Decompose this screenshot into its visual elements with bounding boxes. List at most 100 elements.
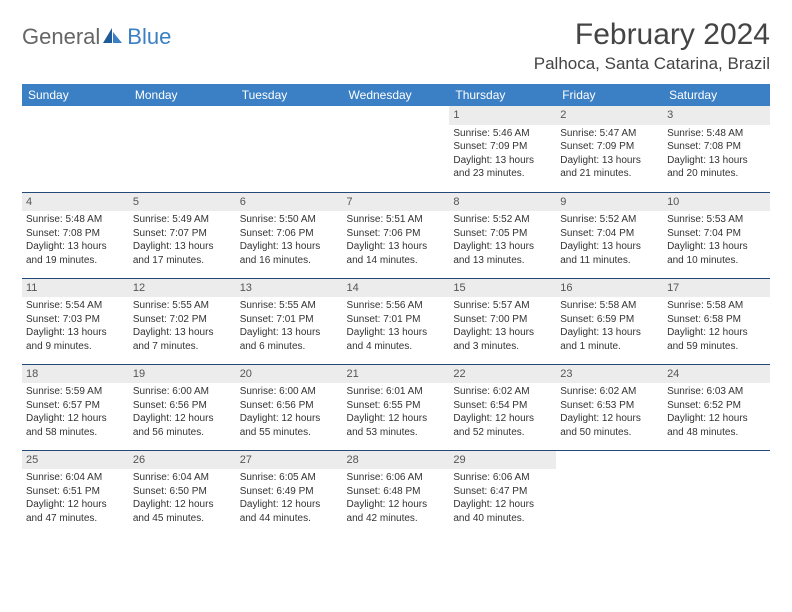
sunrise-line: Sunrise: 5:57 AM — [453, 299, 552, 313]
calendar-cell: 28Sunrise: 6:06 AMSunset: 6:48 PMDayligh… — [343, 450, 450, 536]
day-number: 29 — [449, 451, 556, 470]
daylight-line: Daylight: 13 hours and 16 minutes. — [240, 240, 339, 267]
sunrise-line: Sunrise: 6:01 AM — [347, 385, 446, 399]
sunset-line: Sunset: 6:57 PM — [26, 399, 125, 413]
day-number: 16 — [556, 279, 663, 298]
sunset-line: Sunset: 6:50 PM — [133, 485, 232, 499]
sunset-line: Sunset: 7:09 PM — [453, 140, 552, 154]
calendar-cell: 26Sunrise: 6:04 AMSunset: 6:50 PMDayligh… — [129, 450, 236, 536]
daylight-line: Daylight: 13 hours and 4 minutes. — [347, 326, 446, 353]
sunrise-line: Sunrise: 6:04 AM — [26, 471, 125, 485]
calendar-cell: 20Sunrise: 6:00 AMSunset: 6:56 PMDayligh… — [236, 364, 343, 450]
calendar-cell: 5Sunrise: 5:49 AMSunset: 7:07 PMDaylight… — [129, 192, 236, 278]
daylight-line: Daylight: 13 hours and 23 minutes. — [453, 154, 552, 181]
day-number: 23 — [556, 365, 663, 384]
sunset-line: Sunset: 6:48 PM — [347, 485, 446, 499]
sunrise-line: Sunrise: 5:51 AM — [347, 213, 446, 227]
sunset-line: Sunset: 7:05 PM — [453, 227, 552, 241]
sunrise-line: Sunrise: 5:55 AM — [133, 299, 232, 313]
sunset-line: Sunset: 6:58 PM — [667, 313, 766, 327]
calendar-row: 25Sunrise: 6:04 AMSunset: 6:51 PMDayligh… — [22, 450, 770, 536]
sunset-line: Sunset: 6:55 PM — [347, 399, 446, 413]
daylight-line: Daylight: 12 hours and 45 minutes. — [133, 498, 232, 525]
sunset-line: Sunset: 6:52 PM — [667, 399, 766, 413]
day-number: 20 — [236, 365, 343, 384]
day-number: 1 — [449, 106, 556, 125]
sunset-line: Sunset: 6:53 PM — [560, 399, 659, 413]
daylight-line: Daylight: 12 hours and 40 minutes. — [453, 498, 552, 525]
sunrise-line: Sunrise: 5:59 AM — [26, 385, 125, 399]
daylight-line: Daylight: 12 hours and 56 minutes. — [133, 412, 232, 439]
weekday-header: Friday — [556, 84, 663, 106]
calendar-cell — [129, 106, 236, 192]
brand-part1: General — [22, 24, 100, 50]
day-number: 3 — [663, 106, 770, 125]
sunrise-line: Sunrise: 5:52 AM — [453, 213, 552, 227]
sunset-line: Sunset: 6:59 PM — [560, 313, 659, 327]
calendar-cell: 8Sunrise: 5:52 AMSunset: 7:05 PMDaylight… — [449, 192, 556, 278]
sunset-line: Sunset: 7:02 PM — [133, 313, 232, 327]
day-number: 19 — [129, 365, 236, 384]
calendar-cell: 29Sunrise: 6:06 AMSunset: 6:47 PMDayligh… — [449, 450, 556, 536]
daylight-line: Daylight: 13 hours and 19 minutes. — [26, 240, 125, 267]
day-number: 8 — [449, 193, 556, 212]
sunrise-line: Sunrise: 6:03 AM — [667, 385, 766, 399]
calendar-cell: 23Sunrise: 6:02 AMSunset: 6:53 PMDayligh… — [556, 364, 663, 450]
sunrise-line: Sunrise: 6:02 AM — [453, 385, 552, 399]
sunrise-line: Sunrise: 6:00 AM — [133, 385, 232, 399]
calendar-cell: 1Sunrise: 5:46 AMSunset: 7:09 PMDaylight… — [449, 106, 556, 192]
calendar-cell: 13Sunrise: 5:55 AMSunset: 7:01 PMDayligh… — [236, 278, 343, 364]
sunrise-line: Sunrise: 6:05 AM — [240, 471, 339, 485]
calendar-cell: 3Sunrise: 5:48 AMSunset: 7:08 PMDaylight… — [663, 106, 770, 192]
daylight-line: Daylight: 12 hours and 52 minutes. — [453, 412, 552, 439]
location: Palhoca, Santa Catarina, Brazil — [534, 54, 770, 74]
day-number: 12 — [129, 279, 236, 298]
sunset-line: Sunset: 7:01 PM — [240, 313, 339, 327]
daylight-line: Daylight: 12 hours and 42 minutes. — [347, 498, 446, 525]
calendar-cell: 2 Sunrise: 5:47 AMSunset: 7:09 PMDaylight… — [556, 106, 663, 192]
day-number: 24 — [663, 365, 770, 384]
daylight-line: Daylight: 13 hours and 6 minutes. — [240, 326, 339, 353]
calendar-cell — [236, 106, 343, 192]
sunrise-line: Sunrise: 5:53 AM — [667, 213, 766, 227]
sunset-line: Sunset: 7:07 PM — [133, 227, 232, 241]
sunrise-line: Sunrise: 5:48 AM — [667, 127, 766, 141]
daylight-line: Daylight: 13 hours and 7 minutes. — [133, 326, 232, 353]
sunset-line: Sunset: 7:08 PM — [667, 140, 766, 154]
sunset-line: Sunset: 6:54 PM — [453, 399, 552, 413]
sunrise-line: Sunrise: 5:58 AM — [667, 299, 766, 313]
day-number: 15 — [449, 279, 556, 298]
calendar-cell: 11Sunrise: 5:54 AMSunset: 7:03 PMDayligh… — [22, 278, 129, 364]
day-number: 9 — [556, 193, 663, 212]
sunset-line: Sunset: 6:56 PM — [240, 399, 339, 413]
calendar-cell: 12Sunrise: 5:55 AMSunset: 7:02 PMDayligh… — [129, 278, 236, 364]
sunset-line: Sunset: 7:00 PM — [453, 313, 552, 327]
day-number: 14 — [343, 279, 450, 298]
daylight-line: Daylight: 13 hours and 14 minutes. — [347, 240, 446, 267]
sunrise-line: Sunrise: 6:00 AM — [240, 385, 339, 399]
sunrise-line: Sunrise: 5:55 AM — [240, 299, 339, 313]
day-number: 27 — [236, 451, 343, 470]
day-number: 18 — [22, 365, 129, 384]
sunset-line: Sunset: 7:09 PM — [560, 140, 659, 154]
calendar-cell: 4Sunrise: 5:48 AMSunset: 7:08 PMDaylight… — [22, 192, 129, 278]
day-number: 21 — [343, 365, 450, 384]
header: General Blue February 2024 Palhoca, Sant… — [22, 18, 770, 74]
day-number: 2 — [556, 106, 663, 125]
calendar-row: 18Sunrise: 5:59 AMSunset: 6:57 PM Dayligh… — [22, 364, 770, 450]
daylight-line: Daylight: 13 hours and 17 minutes. — [133, 240, 232, 267]
daylight-line: Daylight: 13 hours and 9 minutes. — [26, 326, 125, 353]
sunrise-line: Sunrise: 5:47 AM — [560, 127, 659, 141]
daylight-line: Daylight: 13 hours and 10 minutes. — [667, 240, 766, 267]
daylight-line: Daylight: 13 hours and 21 minutes. — [560, 154, 659, 181]
sunset-line: Sunset: 6:47 PM — [453, 485, 552, 499]
sunset-line: Sunset: 6:49 PM — [240, 485, 339, 499]
calendar-row: 11Sunrise: 5:54 AMSunset: 7:03 PMDayligh… — [22, 278, 770, 364]
daylight-line: Daylight: 13 hours and 1 minute. — [560, 326, 659, 353]
calendar-cell — [343, 106, 450, 192]
sunrise-line: Sunrise: 5:49 AM — [133, 213, 232, 227]
daylight-line: Daylight: 13 hours and 11 minutes. — [560, 240, 659, 267]
brand-logo: General Blue — [22, 18, 171, 50]
calendar-cell: 10Sunrise: 5:53 AMSunset: 7:04 PMDayligh… — [663, 192, 770, 278]
calendar-cell: 19Sunrise: 6:00 AMSunset: 6:56 PMDayligh… — [129, 364, 236, 450]
